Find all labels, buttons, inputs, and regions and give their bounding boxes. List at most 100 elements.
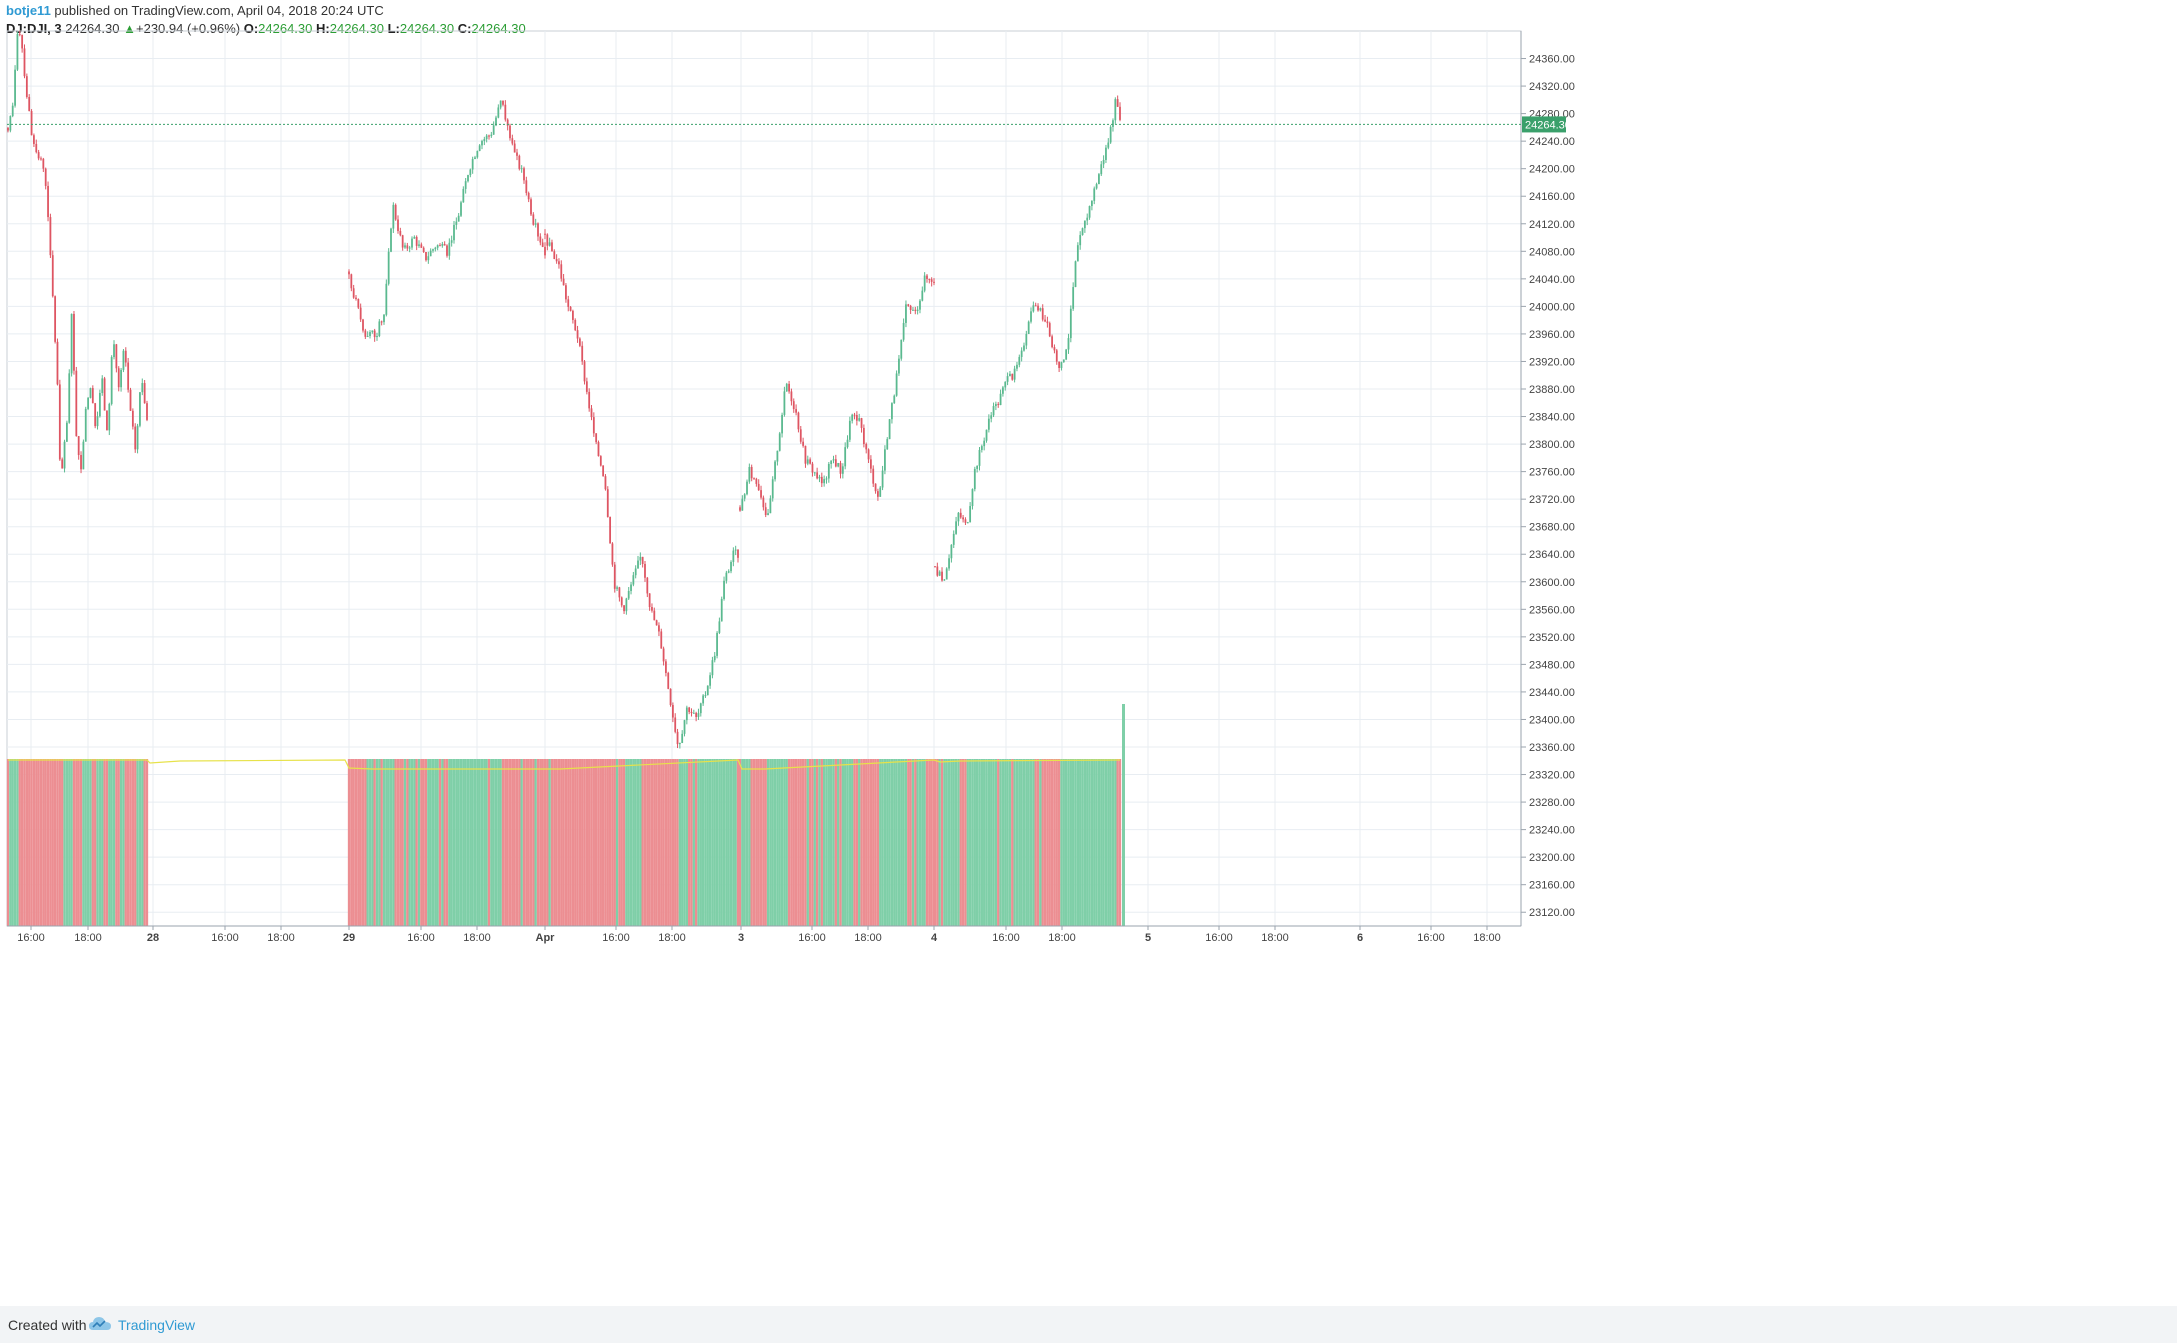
volume-bar bbox=[434, 759, 437, 926]
candle-down bbox=[909, 305, 912, 310]
x-tick-label: 16:00 bbox=[17, 932, 45, 944]
candle-down bbox=[415, 236, 418, 246]
volume-bar bbox=[56, 759, 59, 926]
volume-bar bbox=[380, 759, 383, 926]
volume-bar bbox=[627, 759, 630, 926]
price-chart[interactable]: 24360.0024320.0024280.0024240.0024200.00… bbox=[0, 0, 2177, 1306]
candle-down bbox=[820, 476, 823, 484]
volume-bar bbox=[485, 759, 488, 926]
close-label: C: bbox=[457, 21, 472, 36]
volume-bar bbox=[1032, 759, 1035, 926]
y-tick-label: 24040.00 bbox=[1529, 274, 1575, 286]
candle-down bbox=[578, 338, 581, 346]
volume-bar bbox=[722, 759, 726, 926]
candle-down bbox=[75, 370, 78, 437]
volume-bar bbox=[401, 759, 404, 926]
candle-up bbox=[879, 487, 882, 497]
volume-bar bbox=[755, 759, 758, 926]
candle-down bbox=[872, 468, 875, 484]
volume-bar bbox=[818, 759, 821, 926]
candle-up bbox=[987, 418, 990, 430]
candle-down bbox=[928, 278, 931, 280]
candle-up bbox=[730, 561, 732, 572]
volume-bar bbox=[643, 759, 647, 926]
volume-bar bbox=[448, 759, 451, 926]
candle-down bbox=[364, 330, 367, 337]
candle-down bbox=[914, 309, 917, 311]
candle-down bbox=[397, 219, 399, 231]
volume-bar bbox=[1118, 759, 1122, 926]
volume-bar bbox=[553, 759, 556, 926]
volume-bar bbox=[1083, 759, 1087, 926]
volume-bar bbox=[581, 759, 584, 926]
volume-bar bbox=[727, 759, 730, 926]
candle-down bbox=[572, 310, 574, 320]
volume-bar bbox=[37, 759, 40, 926]
candle-down bbox=[1116, 99, 1119, 107]
volume-bar bbox=[808, 759, 812, 926]
author-link[interactable]: botje11 bbox=[6, 3, 51, 18]
volume-bar bbox=[1027, 759, 1030, 926]
volume-bar bbox=[1090, 759, 1094, 926]
candle-up bbox=[895, 373, 898, 396]
volume-bar bbox=[361, 759, 365, 926]
volume-bar bbox=[492, 759, 495, 926]
volume-bar bbox=[678, 759, 682, 926]
volume-bar bbox=[16, 759, 19, 926]
y-tick-label: 23600.00 bbox=[1529, 577, 1575, 589]
x-tick-label: 16:00 bbox=[211, 932, 239, 944]
volume-bar bbox=[646, 759, 649, 926]
volume-bar bbox=[49, 759, 52, 926]
y-tick-label: 23880.00 bbox=[1529, 384, 1575, 396]
volume-bar bbox=[588, 759, 591, 926]
candle-up bbox=[746, 481, 748, 495]
candle-up bbox=[108, 403, 111, 431]
volume-bar bbox=[711, 759, 714, 926]
candle-up bbox=[429, 250, 432, 257]
candle-up bbox=[785, 383, 788, 392]
candle-up bbox=[616, 587, 618, 589]
y-tick-label: 24240.00 bbox=[1529, 136, 1575, 148]
x-tick-label: 4 bbox=[931, 932, 938, 944]
candle-down bbox=[811, 463, 814, 473]
candle-up bbox=[992, 406, 995, 416]
candle-up bbox=[520, 168, 523, 170]
volume-bar bbox=[916, 759, 919, 926]
volume-bar bbox=[1081, 759, 1084, 926]
price-axis[interactable]: 24360.0024320.0024280.0024240.0024200.00… bbox=[1520, 31, 1575, 926]
volume-bar bbox=[1020, 759, 1023, 926]
volume-bar bbox=[1048, 759, 1051, 926]
candle-down bbox=[506, 119, 509, 126]
volume-bar bbox=[436, 759, 439, 926]
candle-up bbox=[632, 575, 635, 585]
tradingview-link[interactable]: TradingView bbox=[118, 1317, 196, 1333]
volume-bar bbox=[662, 759, 665, 926]
candle-up bbox=[70, 313, 73, 374]
candle-down bbox=[47, 185, 49, 218]
candle-up bbox=[469, 169, 472, 176]
volume-bar bbox=[902, 759, 905, 926]
volume-bar bbox=[867, 759, 870, 926]
volume-bar bbox=[879, 759, 882, 926]
candle-up bbox=[141, 383, 144, 393]
y-tick-label: 23360.00 bbox=[1529, 742, 1575, 754]
candle-down bbox=[488, 135, 490, 137]
volume-bar bbox=[1050, 759, 1054, 926]
volume-bar bbox=[606, 759, 609, 926]
volume-bar bbox=[674, 759, 677, 926]
volume-bar bbox=[701, 759, 705, 926]
time-axis[interactable]: 16:00 18:00 28 16:00 18:00 29 16:00 18:00 Apr 16:… bbox=[7, 925, 1521, 944]
candle-up bbox=[387, 251, 390, 284]
volume-bar bbox=[983, 759, 986, 926]
candle-down bbox=[394, 204, 397, 220]
candle-up bbox=[713, 655, 716, 661]
volume-bar bbox=[576, 759, 579, 926]
candle-up bbox=[483, 139, 486, 142]
candle-down bbox=[809, 459, 812, 464]
candle-down bbox=[690, 711, 693, 714]
candle-up bbox=[497, 107, 500, 118]
volume-bar bbox=[907, 759, 910, 926]
candle-up bbox=[1074, 261, 1077, 288]
candle-down bbox=[592, 417, 595, 434]
volume-bar bbox=[364, 759, 367, 926]
